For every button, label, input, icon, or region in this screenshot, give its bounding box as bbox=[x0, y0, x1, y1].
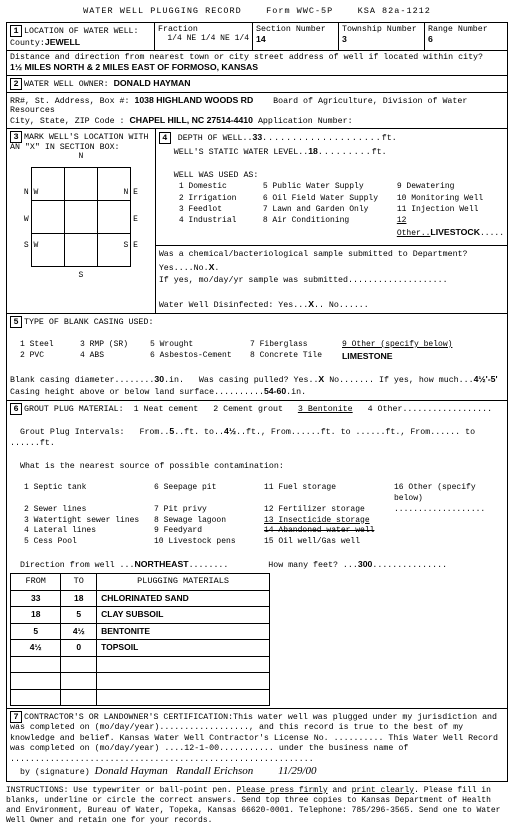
sec3-label: MARK WELL'S LOCATION WITH AN "X" IN SECT… bbox=[10, 133, 148, 152]
instructions: INSTRUCTIONS: Use typewriter or ball-poi… bbox=[6, 786, 508, 826]
depth: 33 bbox=[253, 132, 263, 142]
cert-text: CONTRACTOR'S OR LANDOWNER'S CERTIFICATIO… bbox=[10, 713, 498, 763]
owner: DONALD HAYMAN bbox=[114, 78, 191, 88]
static: 18 bbox=[308, 146, 318, 156]
county: JEWELL bbox=[45, 37, 80, 47]
form-header: WATER WELL PLUGGING RECORD Form WWC-5P K… bbox=[6, 6, 508, 16]
township: 3 bbox=[342, 34, 347, 44]
other-use: LIVESTOCK bbox=[430, 227, 480, 237]
sec1-num: 1 bbox=[10, 25, 22, 37]
sec5-num: 5 bbox=[10, 316, 22, 328]
distance: 1½ MILES NORTH & 2 MILES EAST OF FORMOSO… bbox=[10, 62, 258, 72]
sec2-num: 2 bbox=[10, 78, 22, 90]
fraction: 1/4 NE 1/4 NE 1/4 bbox=[158, 34, 249, 43]
height: 54-60 bbox=[264, 386, 286, 396]
range: 6 bbox=[428, 34, 433, 44]
disinf-ans: X bbox=[308, 299, 314, 309]
section: 14 bbox=[256, 34, 266, 44]
sec1-label: LOCATION OF WATER WELL: bbox=[24, 27, 139, 36]
city: CHAPEL HILL, NC 27514-4410 bbox=[130, 115, 253, 125]
section-grid: N W N E W E S W S E bbox=[31, 167, 131, 267]
sec6-num: 6 bbox=[10, 403, 22, 415]
diam: 30 bbox=[154, 374, 164, 384]
signature: Donald Hayman Randall Erichson bbox=[95, 765, 254, 777]
feet: 300 bbox=[358, 559, 373, 569]
direction: NORTHEAST bbox=[135, 559, 189, 569]
casing-other: LIMESTONE bbox=[342, 351, 504, 363]
sec7-num: 7 bbox=[10, 711, 22, 723]
addr: 1038 HIGHLAND WOODS RD bbox=[134, 95, 253, 105]
form-body: 1LOCATION OF WATER WELL: County:JEWELL F… bbox=[6, 22, 508, 782]
howmuch: 4½'-5' bbox=[474, 374, 498, 384]
sig-date: 11/29/00 bbox=[278, 765, 316, 777]
sec4-num: 4 bbox=[159, 132, 171, 144]
chem-ans: X bbox=[209, 262, 215, 272]
plugging-table: FROMTOPLUGGING MATERIALS 3318CHLORINATED… bbox=[10, 573, 270, 706]
sec3-num: 3 bbox=[10, 131, 22, 143]
